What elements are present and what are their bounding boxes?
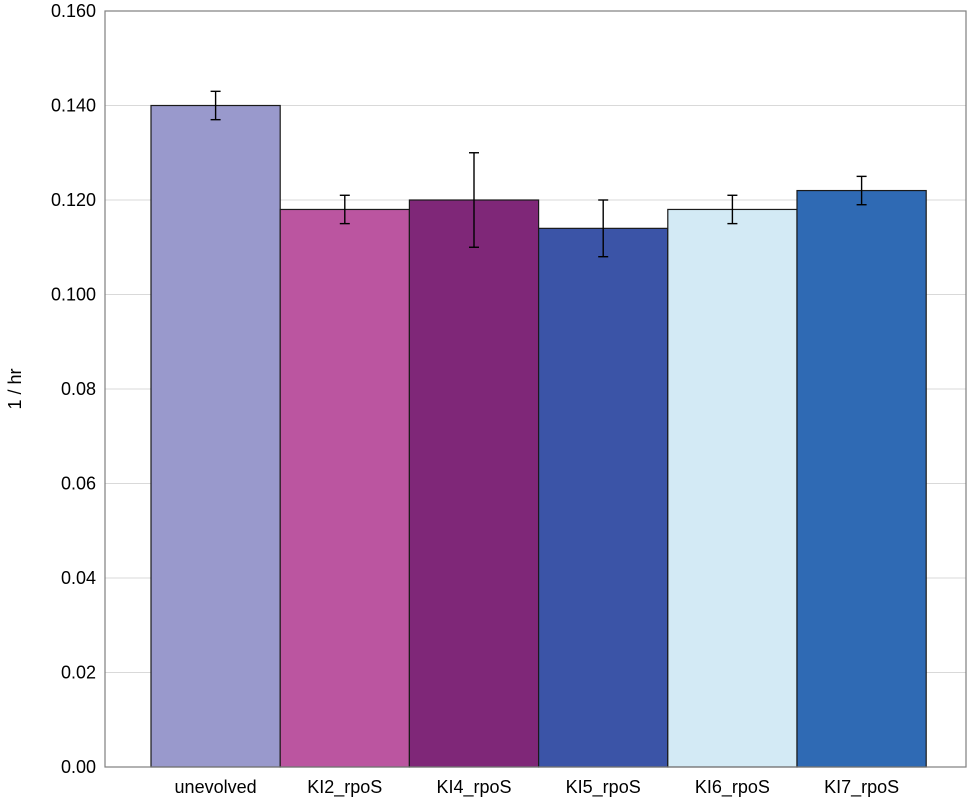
- error-bar-KI5_rpoS: [598, 199, 609, 258]
- bars: [150, 104, 927, 768]
- bar-KI2_rpoS: [279, 208, 411, 768]
- y-tick-label: 0.100: [51, 285, 96, 305]
- error-bars: [210, 90, 867, 258]
- y-tick-label: 0.00: [61, 757, 96, 777]
- error-bar-KI7_rpoS: [856, 175, 867, 206]
- y-tick-label: 0.04: [61, 568, 96, 588]
- x-tick-label: KI6_rpoS: [695, 777, 770, 798]
- y-tick-label: 0.06: [61, 474, 96, 494]
- x-tick-label: KI2_rpoS: [307, 777, 382, 798]
- x-tick-label: unevolved: [175, 777, 257, 797]
- error-bar-unevolved: [210, 90, 221, 121]
- y-axis-ticks: 0.00 0.02 0.04 0.06 0.08 0.100 0.120 0.140 0.160: [51, 1, 96, 777]
- x-axis-ticks: unevolved KI2_rpoS KI4_rpoS KI5_rpoS KI6_rpo…: [175, 777, 900, 798]
- y-tick-label: 0.120: [51, 190, 96, 210]
- bar-KI6_rpoS: [667, 208, 798, 768]
- x-tick-label: KI7_rpoS: [824, 777, 899, 798]
- bar-KI5_rpoS: [537, 227, 669, 768]
- y-tick-label: 0.160: [51, 1, 96, 21]
- plot-area-frame: [104, 10, 967, 768]
- y-tick-label: 0.08: [61, 379, 96, 399]
- error-bar-KI6_rpoS: [727, 194, 738, 225]
- y-tick-label: 0.02: [61, 663, 96, 683]
- y-tick-label: 0.140: [51, 96, 96, 116]
- y-axis-label: 1 / hr: [5, 368, 25, 409]
- x-tick-label: KI4_rpoS: [436, 777, 511, 798]
- bar-unevolved: [150, 104, 281, 768]
- error-bar-KI2_rpoS: [339, 194, 350, 225]
- bar-KI7_rpoS: [796, 189, 927, 768]
- bar-KI4_rpoS: [408, 199, 540, 768]
- error-bar-KI4_rpoS: [469, 152, 479, 248]
- x-tick-label: KI5_rpoS: [566, 777, 641, 798]
